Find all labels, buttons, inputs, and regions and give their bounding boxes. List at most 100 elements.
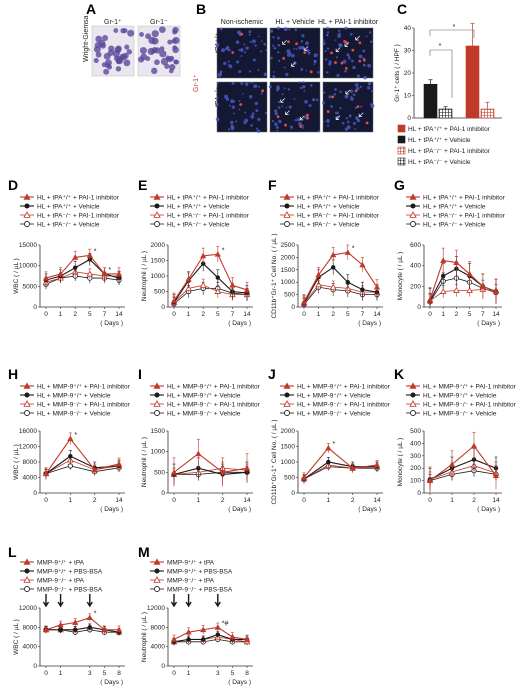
x-tick-label: 1 — [187, 311, 191, 318]
series-line — [303, 466, 377, 480]
marker-filled-triangle — [170, 636, 178, 642]
marker-filled-triangle — [426, 296, 434, 303]
nucleus-dot — [350, 95, 353, 98]
nucleus-dot — [255, 109, 259, 113]
nucleus-dot — [348, 55, 351, 58]
series-line — [45, 465, 120, 475]
nucleus-dot — [299, 86, 303, 90]
nucleus-dot — [238, 100, 241, 102]
legend-entry: HL + MMP-9⁺/⁺ + Vehicle — [37, 392, 111, 399]
y-tick-label: 200 — [410, 465, 421, 472]
nucleus-dot — [326, 47, 330, 50]
nucleus-dot — [348, 114, 352, 118]
nucleus-dot — [313, 63, 315, 65]
y-tick-label: 0 — [33, 490, 37, 497]
cell-nucleus — [107, 49, 114, 56]
x-tick-label: 8 — [117, 670, 121, 677]
marker-filled-triangle — [91, 466, 98, 473]
legend-entry: HL + tPA⁻/⁻ + PAI-1 inhibitor — [297, 212, 380, 219]
nucleus-dot — [294, 118, 297, 122]
nucleus-dot — [274, 122, 278, 127]
x-tick-label: 14 — [243, 311, 251, 318]
marker-filled-triangle — [426, 477, 434, 483]
nucleus-dot — [239, 48, 244, 52]
x-tick-label: 7 — [103, 311, 107, 318]
marker-filled-circle — [215, 275, 221, 280]
nucleus-dot — [221, 48, 225, 53]
series-line — [429, 289, 497, 302]
marker-filled-circle — [200, 637, 206, 642]
nucleus-dot — [245, 82, 249, 86]
marker-filled-triangle — [243, 636, 251, 642]
marker-open-circle — [410, 410, 416, 416]
marker-filled-triangle — [330, 251, 337, 258]
cell-nucleus — [105, 62, 111, 69]
nucleus-dot — [345, 117, 348, 120]
marker-open-triangle — [409, 211, 417, 218]
gr1-positive-dot — [276, 115, 280, 119]
panel-letter-e: E — [138, 177, 147, 193]
x-tick-label: 0 — [172, 311, 176, 318]
x-tick-label: 14 — [492, 311, 500, 318]
nucleus-dot — [256, 129, 261, 133]
legend-mmp: HL + MMP-9⁺/⁺ + PAI-1 inhibitor HL + MMP-… — [20, 382, 131, 417]
gr1-positive-dot — [331, 95, 335, 99]
gr1-positive-dot — [299, 125, 303, 129]
y-axis-label: WBC ( / µL ) — [13, 258, 20, 294]
y-axis-label: CD11b⁺Gr-1⁺ Cell No. ( / µL ) — [271, 419, 278, 504]
cell-nucleus — [115, 66, 122, 72]
nucleus-dot — [288, 28, 291, 31]
gr1-positive-dot — [358, 41, 362, 45]
marker-open-circle — [410, 221, 416, 227]
marker-filled-circle — [410, 203, 416, 209]
legend-mmp-tpa: MMP-9⁺/⁺ + tPA MMP-9⁺/⁺ + PBS-BSA MMP-9⁻/⁻… — [20, 558, 103, 593]
marker-filled-circle — [24, 203, 30, 209]
nucleus-dot — [254, 44, 257, 47]
nucleus-dot — [263, 72, 268, 77]
panel-letter-g: G — [394, 177, 405, 193]
marker-filled-circle — [87, 625, 93, 630]
nucleus-dot — [277, 43, 281, 47]
marker-filled-circle — [284, 392, 290, 398]
nucleus-dot — [250, 124, 253, 127]
nucleus-dot — [245, 46, 249, 50]
panel-letter-h: H — [8, 366, 18, 382]
series-line — [303, 266, 378, 304]
nucleus-dot — [215, 44, 219, 48]
nucleus-dot — [359, 85, 362, 88]
nucleus-dot — [257, 117, 261, 121]
nucleus-dot — [235, 40, 240, 44]
legend-entry: HL + tPA⁻/⁻ + PAI-1 inhibitor — [167, 212, 250, 219]
gr1-positive-dot — [365, 121, 369, 125]
cell-nucleus — [154, 47, 161, 54]
x-tick-label: 1 — [197, 497, 201, 504]
marker-filled-circle — [440, 273, 446, 279]
gr1-positive-dot — [343, 40, 347, 43]
cell-nucleus — [95, 51, 102, 58]
gr1-negative-label: Gr-1⁻ — [150, 19, 168, 26]
nucleus-dot — [302, 81, 305, 84]
nucleus-dot — [301, 34, 305, 38]
y-tick-label: 0 — [291, 490, 295, 497]
nucleus-dot — [344, 26, 348, 30]
y-tick-label: 20 — [404, 70, 412, 77]
gr1-positive-cells-image — [91, 25, 135, 77]
nucleus-dot — [321, 101, 325, 105]
significance-marker: * — [94, 248, 97, 255]
x-tick-label: 1 — [59, 670, 63, 677]
x-tick-label: 1 — [187, 670, 191, 677]
nucleus-dot — [219, 27, 223, 31]
series-line — [173, 626, 248, 640]
x-tick-label: 0 — [44, 311, 48, 318]
nucleus-dot — [350, 59, 354, 63]
x-tick-label: 1 — [317, 311, 321, 318]
cell-nucleus — [172, 29, 178, 35]
panel-letter-f: F — [268, 177, 277, 193]
x-axis-unit: ( Days ) — [100, 679, 123, 686]
marker-filled-circle — [72, 627, 78, 632]
marker-filled-circle — [345, 279, 351, 285]
nucleus-dot — [370, 89, 373, 92]
panel-b-column-label: Non-ischemic — [221, 19, 264, 26]
nucleus-dot — [236, 60, 240, 64]
nucleus-dot — [322, 120, 325, 123]
